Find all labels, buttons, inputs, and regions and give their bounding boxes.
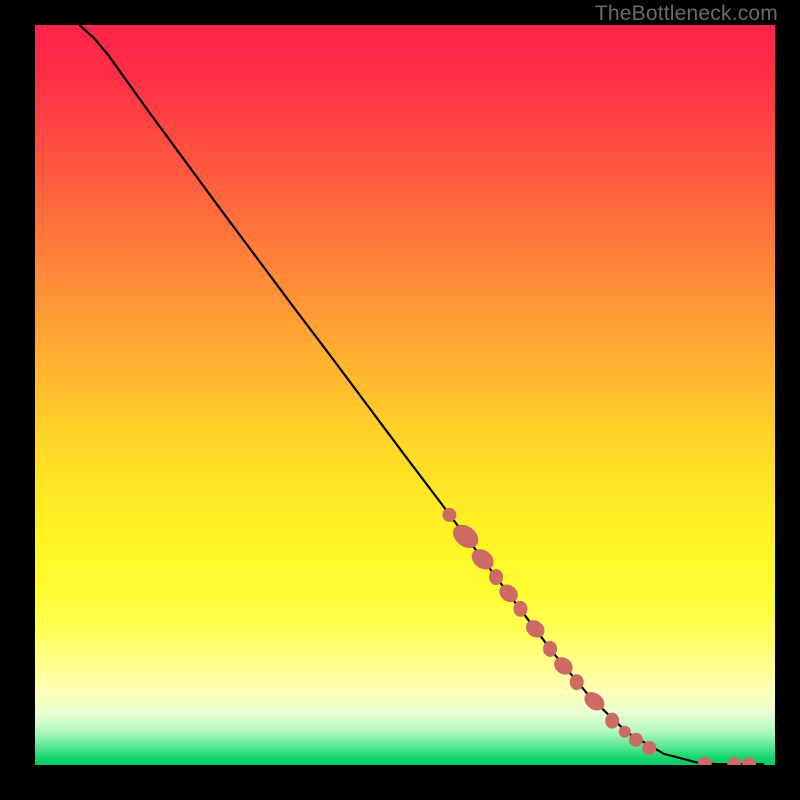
marker-point <box>619 726 631 738</box>
marker-point <box>698 757 712 771</box>
marker-point <box>543 641 557 657</box>
marker-point <box>742 757 756 771</box>
watermark-text: TheBottleneck.com <box>595 2 778 26</box>
marker-point <box>605 713 619 729</box>
marker-point <box>442 508 456 522</box>
marker-point <box>513 601 527 617</box>
marker-point <box>727 757 741 771</box>
marker-point <box>642 741 656 755</box>
gradient-background <box>35 25 775 765</box>
marker-point <box>570 674 584 690</box>
marker-point <box>489 569 503 585</box>
marker-point <box>629 733 643 747</box>
bottleneck-chart <box>0 0 800 800</box>
